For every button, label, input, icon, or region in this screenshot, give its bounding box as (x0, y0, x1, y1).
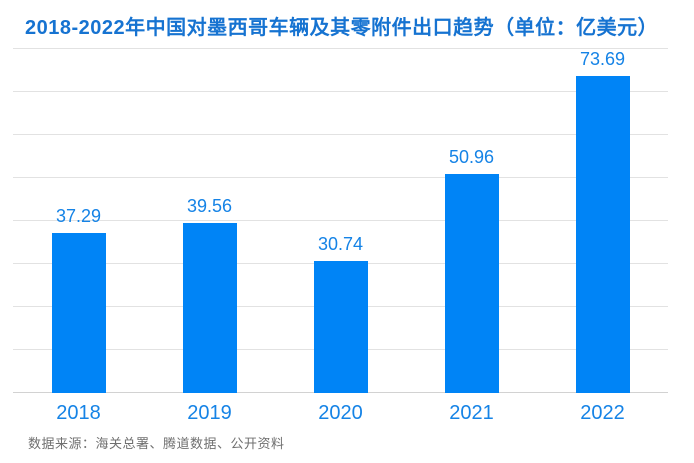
value-label-2019: 39.56 (186, 195, 233, 216)
value-label-2021: 50.96 (448, 146, 495, 167)
value-label-2022: 73.69 (579, 49, 626, 70)
x-axis-label-2021: 2021 (449, 402, 494, 424)
bar-2018 (51, 232, 106, 393)
x-axis-label-2020: 2020 (318, 402, 363, 424)
gridline (13, 220, 668, 221)
bar-2022 (575, 76, 630, 393)
bar-group-2019: 39.56 2019 (144, 49, 275, 424)
x-axis-label-2018: 2018 (56, 402, 101, 424)
data-source-note: 数据来源：海关总署、腾道数据、公开资料 (28, 436, 285, 451)
x-axis-label-2022: 2022 (580, 402, 625, 424)
bar-2020 (313, 260, 368, 393)
bar-2019 (182, 222, 237, 393)
x-axis-label-2019: 2019 (187, 402, 232, 424)
bar-group-2020: 30.74 2020 (275, 49, 406, 424)
gridline (13, 134, 668, 135)
bar-group-2022: 73.69 2022 (537, 49, 668, 424)
value-label-2020: 30.74 (317, 233, 364, 254)
gridline (13, 91, 668, 92)
bar-group-2021: 50.96 2021 (406, 49, 537, 424)
value-label-2018: 37.29 (55, 205, 102, 226)
bar-2021 (444, 173, 499, 393)
plot-area: 37.29 2018 39.56 2019 30.74 2020 50.96 2021 73.6… (13, 48, 668, 424)
gridline (13, 177, 668, 178)
bar-group-2018: 37.29 2018 (13, 49, 144, 424)
chart-title: 2018-2022年中国对墨西哥车辆及其零附件出口趋势（单位：亿美元） (25, 17, 659, 39)
gridline (13, 48, 668, 49)
